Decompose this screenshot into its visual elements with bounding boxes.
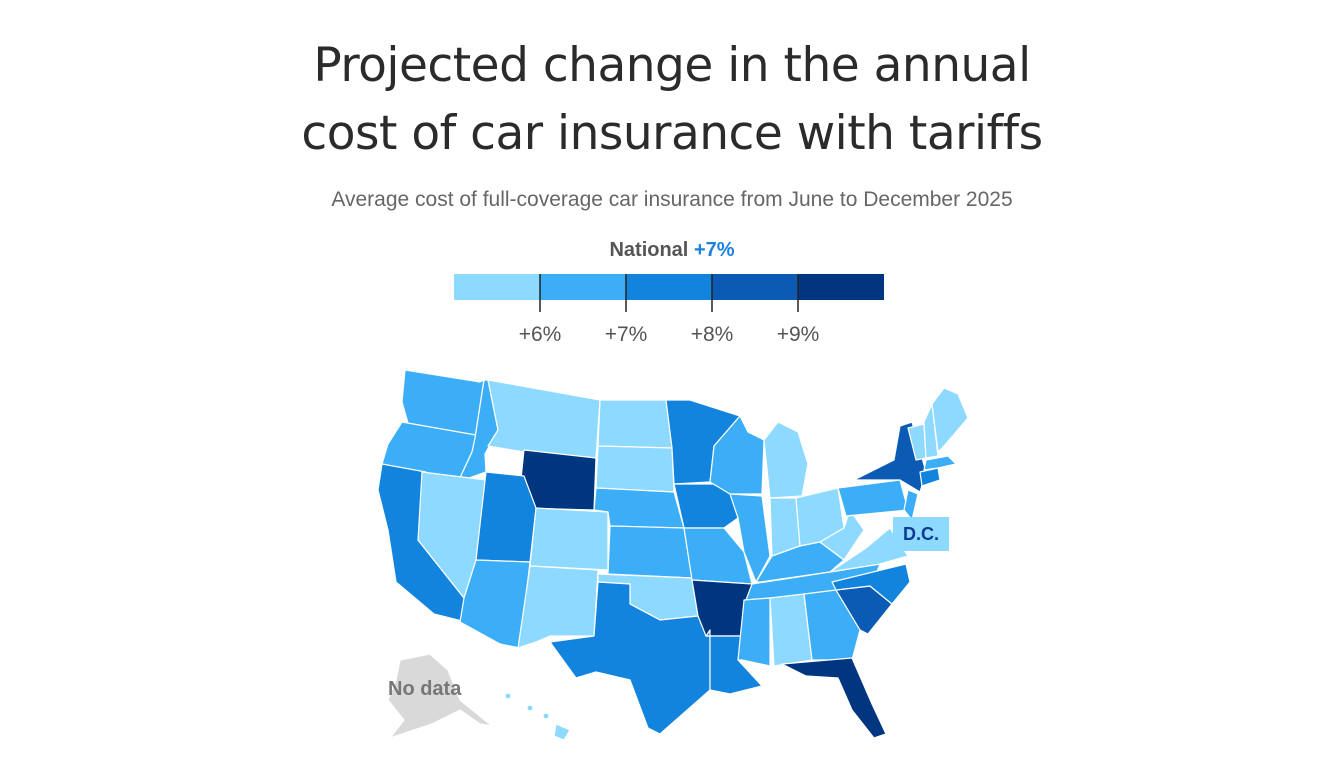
state-pa[interactable] <box>837 479 909 517</box>
state-ks[interactable] <box>607 525 693 579</box>
state-ms[interactable] <box>737 597 771 667</box>
state-nj[interactable] <box>903 489 919 521</box>
chart-title: Projected change in the annual cost of c… <box>0 32 1344 168</box>
state-co[interactable] <box>529 507 609 571</box>
legend-tick-label-1: +7% <box>604 323 648 346</box>
title-line-2: cost of car insurance with tariffs <box>301 106 1043 161</box>
state-hi-4[interactable] <box>553 723 571 741</box>
legend-swatch-3 <box>712 274 798 300</box>
state-wv[interactable] <box>819 509 865 561</box>
legend-swatch-0 <box>454 274 540 300</box>
state-tx[interactable] <box>549 581 711 735</box>
dc-label: D.C. <box>893 517 949 551</box>
national-average: National +7% <box>0 239 1344 262</box>
state-nh[interactable] <box>923 403 939 459</box>
state-wi[interactable] <box>709 415 765 495</box>
state-mo[interactable] <box>683 527 753 585</box>
state-nm[interactable] <box>517 565 599 649</box>
state-sd[interactable] <box>595 445 675 493</box>
chart-subtitle: Average cost of full-coverage car insura… <box>331 188 1013 211</box>
legend-swatch-2 <box>626 274 712 300</box>
state-hi-3[interactable] <box>542 712 550 720</box>
state-fl[interactable] <box>781 657 887 739</box>
no-data-label: No data <box>388 678 462 700</box>
national-label: National <box>609 239 689 261</box>
state-mi[interactable] <box>763 421 809 499</box>
state-ma[interactable] <box>923 455 957 471</box>
color-legend <box>454 274 884 312</box>
state-mt[interactable] <box>487 379 601 459</box>
state-hi-1[interactable] <box>504 692 512 700</box>
title-line-1: Projected change in the annual <box>313 38 1031 93</box>
legend-tick-label-2: +8% <box>690 323 734 346</box>
state-id[interactable] <box>457 379 499 483</box>
legend-tick-label-3: +9% <box>776 323 820 346</box>
state-nd[interactable] <box>597 399 673 449</box>
state-hi-2[interactable] <box>526 704 534 712</box>
us-map <box>377 369 969 741</box>
state-ut[interactable] <box>475 471 537 563</box>
state-me[interactable] <box>931 387 969 453</box>
legend-swatch-1 <box>540 274 626 300</box>
legend-tick-label-0: +6% <box>518 323 562 346</box>
state-ak[interactable] <box>387 653 493 739</box>
legend-swatch-4 <box>798 274 884 300</box>
state-nc[interactable] <box>831 563 911 605</box>
national-value: +7% <box>693 239 735 261</box>
